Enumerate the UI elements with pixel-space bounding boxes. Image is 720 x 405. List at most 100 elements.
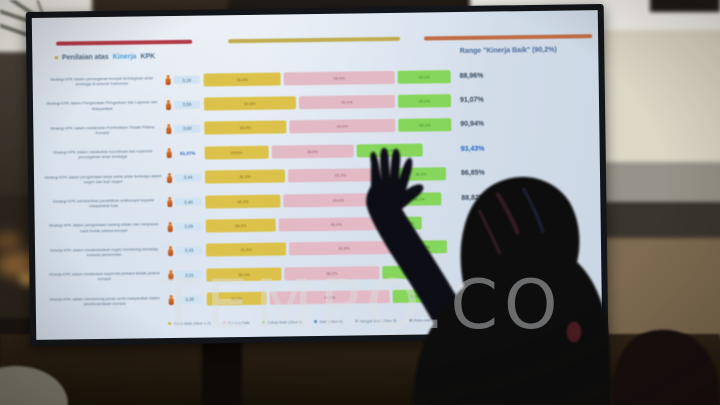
bar-segment: 22,1% xyxy=(397,94,452,108)
bar-segment: 18,2% xyxy=(392,289,438,304)
bar-segment: 29,6% xyxy=(204,145,269,160)
legend-item: Cukup Baik (Skor 3) xyxy=(261,319,303,325)
row-score: 3,59 xyxy=(173,100,201,109)
row-percentage xyxy=(462,246,514,247)
person-icon xyxy=(167,246,174,256)
bar-segment: 42,3% xyxy=(287,168,394,183)
bar-segment: 17,7% xyxy=(401,240,448,255)
bar-segment: 29,5% xyxy=(356,143,423,158)
row-label: Kinerja KPK dalam melaksanakan tugas mon… xyxy=(49,245,159,258)
bar-segment: 20,2% xyxy=(395,167,447,182)
row-percentage xyxy=(462,271,514,272)
row-percentage xyxy=(463,295,515,296)
row-label: Kinerja KPK dalam melakukan supervisi pe… xyxy=(49,270,160,282)
row-score: 3,18 xyxy=(173,75,200,85)
legend-dot-icon xyxy=(222,321,226,325)
title-prefix: Penilaian atas xyxy=(61,53,109,62)
wall-ledge xyxy=(596,162,720,206)
bar-segment: 22,1% xyxy=(397,69,451,84)
bar-track: 30,2% 44,4% 18,1% xyxy=(205,191,455,209)
legend-item: Rata-rata Skor xyxy=(408,317,440,323)
bar-track: 28,2% 46,4% 9,3% xyxy=(205,216,456,233)
tv-screen: ■ Penilaian atas Kinerja KPK Range "Kine… xyxy=(31,10,603,340)
row-label: Strategi KPK dalam melakukan koordinasi … xyxy=(52,148,153,160)
row-score: 3,40 xyxy=(175,197,202,207)
row-percentage: 88,82% xyxy=(461,194,486,202)
wall-dark-band xyxy=(596,202,720,242)
row-score: 3,33 xyxy=(175,246,203,255)
slide-accent-bar-red xyxy=(56,39,193,46)
row-label: Kinerja KPK dalam mendorong peran serta … xyxy=(49,294,160,306)
tv-stand-leg xyxy=(202,338,242,405)
person-icon xyxy=(167,222,174,232)
range-kinerja-baik-note: Range "Kinerja Baik" (90,2%) xyxy=(459,46,557,55)
tv-stand-leg xyxy=(426,338,458,405)
legend-item: Baik (Skor 4) xyxy=(314,318,343,324)
row-score: 3,36 xyxy=(176,295,203,304)
bar-track: 32,0% 45,9% 22,1% xyxy=(203,69,454,87)
legend-label: Kurang Baik xyxy=(227,319,250,326)
bar-segment: 46,4% xyxy=(278,216,394,232)
bar-segment: 33,9% xyxy=(204,120,287,136)
bar-track: 30,1% 38,2% 21,9% xyxy=(206,265,456,282)
legend-dot-icon xyxy=(408,318,412,322)
person-icon xyxy=(167,270,174,280)
legend-dot-icon xyxy=(314,320,318,324)
bar-segment: 21,9% xyxy=(382,265,438,279)
bar-segment: 44,0% xyxy=(289,119,396,134)
row-label: Strategi KPK dalam pencegahan korupsi te… xyxy=(50,75,154,87)
legend-dot-icon xyxy=(354,319,358,323)
slide-accent-bar-orange xyxy=(424,34,593,41)
presentation-slide: ■ Penilaian atas Kinerja KPK Range "Kine… xyxy=(32,10,602,340)
row-label: Strategi KPK dalam pengelolaan kerja sam… xyxy=(44,172,162,185)
row-score: 3,44 xyxy=(174,173,202,182)
row-percentage: 91,07% xyxy=(459,96,484,105)
bar-segment: 38,6% xyxy=(271,144,355,159)
bar-segment: 40,1% xyxy=(298,94,396,110)
bar-track: 33,9% 44,0% 22,1% xyxy=(204,118,454,136)
row-score: 61,37% xyxy=(180,150,196,156)
title-suffix: KPK xyxy=(140,53,156,61)
bar-segment: 32,0% xyxy=(203,72,281,87)
chart-legend: Tidak Baik (Skor 1-2) Kurang Baik Cukup Ba… xyxy=(96,316,512,327)
bar-segment: 28,2% xyxy=(205,218,276,233)
bar-segment: 32,3% xyxy=(204,169,286,184)
title-bullet-icon: ■ xyxy=(54,55,59,62)
row-label: Strategi KPK memberikan pendidikan antik… xyxy=(52,197,154,209)
bar-segment: 44,4% xyxy=(283,192,394,208)
bar-segment: 22,1% xyxy=(398,118,452,133)
slide-title: ■ Penilaian atas Kinerja KPK xyxy=(54,53,155,61)
bar-segment: 43,8% xyxy=(288,241,400,256)
row-score: 3,31 xyxy=(176,270,203,280)
row-label: Strategi KPK dalam melakukan Penindakan … xyxy=(50,124,155,136)
legend-label: Sangat Baik (Skor 5) xyxy=(359,317,397,324)
legend-label: Rata-rata Skor xyxy=(413,317,440,323)
bar-segment: 31,9% xyxy=(205,242,287,257)
bar-track: 29,6% 38,6% 29,5% xyxy=(204,143,455,160)
bar-segment: 24,2% xyxy=(206,291,267,306)
bar-segment: 47,9% xyxy=(269,290,390,305)
bar-track: 24,2% 47,9% 18,2% xyxy=(206,289,457,306)
person-icon xyxy=(166,173,173,183)
slide-accent-bar-olive xyxy=(228,36,401,44)
bokeh-light xyxy=(0,232,22,250)
legend-label: Cukup Baik (Skor 3) xyxy=(266,319,303,325)
chart-rows: Strategi KPK dalam pencegahan korupsi te… xyxy=(43,62,598,314)
bar-track: 31,9% 43,8% 17,7% xyxy=(205,240,456,257)
legend-label: Baik (Skor 4) xyxy=(319,318,343,324)
background-dark-band xyxy=(650,0,720,12)
row-percentage: 86,85% xyxy=(460,169,485,178)
row-score: 3,60 xyxy=(174,124,201,133)
bar-segment: 30,2% xyxy=(205,194,281,209)
legend-label: Tidak Baik (Skor 1-2) xyxy=(173,320,211,327)
legend-item: Tidak Baik (Skor 1-2) xyxy=(168,320,211,327)
bar-track: 37,8% 40,1% 22,1% xyxy=(203,94,454,111)
row-percentage: 90,94% xyxy=(460,121,485,129)
row-score: 3,29 xyxy=(175,222,202,231)
tv-display: ■ Penilaian atas Kinerja KPK Range "Kine… xyxy=(25,3,609,347)
bar-track: 32,3% 42,3% 20,2% xyxy=(204,167,455,184)
legend-dot-icon xyxy=(168,322,172,326)
bar-segment: 45,9% xyxy=(283,70,395,86)
bar-segment: 30,1% xyxy=(206,267,282,282)
person-icon xyxy=(168,295,175,305)
